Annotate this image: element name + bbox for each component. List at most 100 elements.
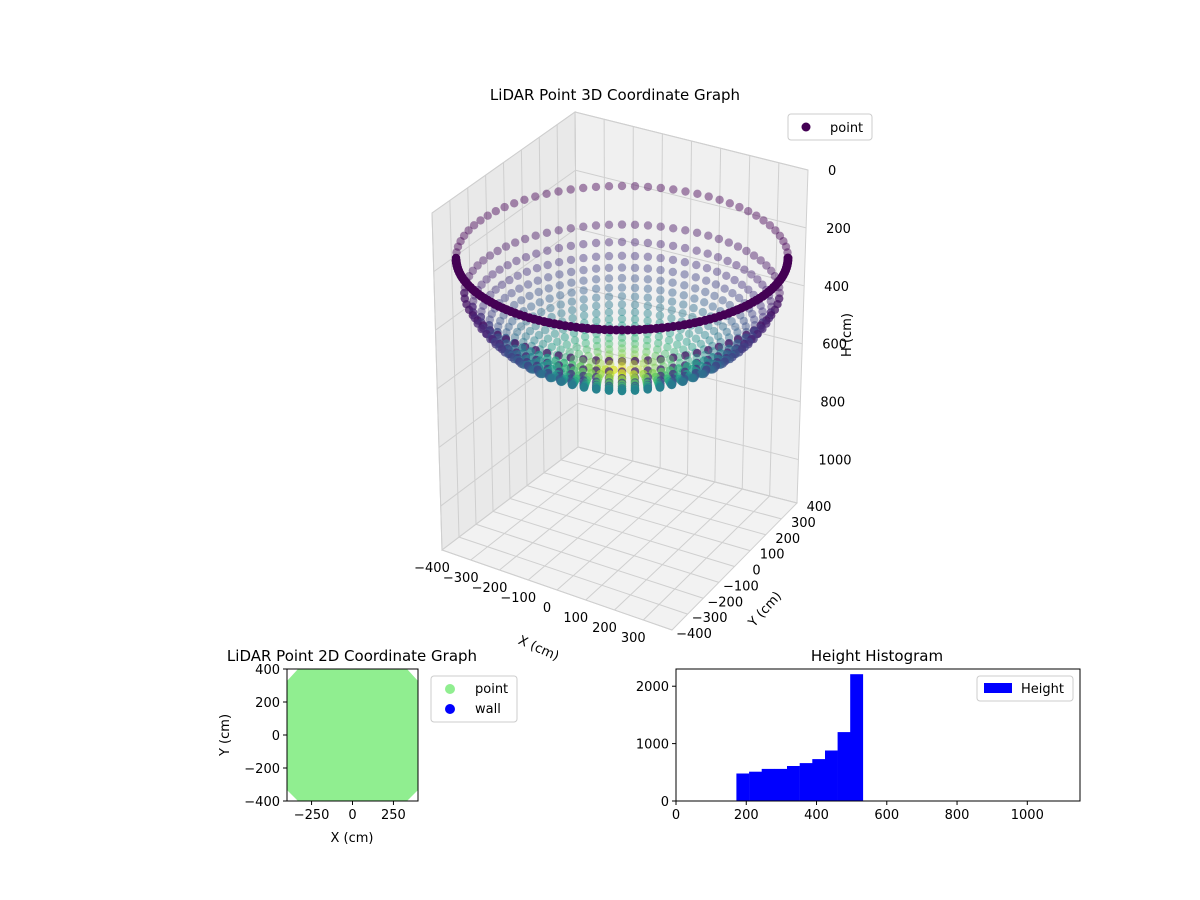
point-marker-3d [617, 358, 627, 367]
point-marker-3d [656, 265, 665, 275]
histogram-bar [799, 763, 813, 801]
point-marker-3d [714, 234, 724, 244]
point-marker-3d [591, 182, 601, 192]
rim-marker-3d [451, 256, 461, 265]
point-marker-3d [542, 189, 551, 198]
y-tick-label-3d: −300 [692, 611, 728, 626]
point-marker-3d [710, 291, 719, 301]
point-marker-3d [537, 369, 546, 379]
point-marker-3d [753, 275, 762, 284]
point-marker-3d [668, 267, 677, 277]
grid-line-y [560, 459, 782, 520]
point-marker-3d [741, 322, 750, 331]
point-marker-3d [512, 256, 521, 266]
x-tick-label-hist: 200 [734, 808, 759, 823]
point-marker-3d [692, 228, 702, 237]
point-marker-3d [579, 286, 588, 295]
point-marker-3d [521, 332, 530, 341]
point-marker-3d [532, 264, 542, 273]
histogram-bar [761, 768, 775, 801]
point-marker-3d [568, 306, 577, 315]
grid-line-z-left [431, 111, 576, 214]
point-marker-3d [482, 275, 491, 284]
point-marker-3d [656, 276, 665, 285]
point-marker-3d [579, 355, 588, 364]
point-marker-3d [468, 266, 477, 275]
point-marker-3d [604, 263, 614, 273]
point-marker-3d [579, 303, 589, 312]
point-marker-3d [679, 300, 688, 309]
x-tick-label-hist: 0 [672, 808, 680, 823]
point-marker-3d [700, 330, 710, 340]
point-marker-3d [656, 295, 665, 304]
point-marker-3d [700, 298, 709, 307]
point-marker-3d [730, 275, 739, 285]
point-marker-3d [690, 294, 699, 303]
x-tick-label-hist: 400 [804, 808, 829, 823]
point-marker-3d [581, 339, 590, 348]
z-tick-label-3d: 600 [822, 338, 847, 353]
point-marker-3d [507, 289, 516, 298]
point-marker-3d [696, 339, 706, 349]
point-marker-3d [775, 231, 785, 240]
point-marker-3d [639, 359, 648, 368]
point-marker-3d [691, 334, 701, 343]
point-marker-3d [715, 195, 724, 204]
point-marker-3d [709, 326, 719, 336]
point-marker-3d [681, 226, 690, 235]
point-marker-3d [643, 385, 652, 394]
legend-histogram-label: Height [1021, 682, 1064, 697]
y-tick-label-2d: 0 [272, 729, 280, 744]
histogram-bar [850, 674, 864, 801]
grid-line-x-back [632, 126, 634, 462]
point-marker-3d [534, 330, 544, 340]
point-marker-3d [759, 216, 768, 225]
x-tick-label-3d: −100 [500, 591, 536, 606]
point-marker-3d [656, 183, 665, 193]
point-marker-3d [566, 185, 575, 194]
point-marker-3d [698, 307, 707, 317]
grid-line-y [543, 472, 766, 536]
point-marker-3d [724, 238, 733, 247]
point-marker-3d [693, 189, 702, 198]
point-marker-3d [604, 386, 614, 395]
grid-line-z [574, 111, 809, 171]
point-marker-3d [630, 356, 640, 366]
histogram-bar [825, 750, 838, 801]
chart-3d: LiDAR Point 3D Coordinate Graph −400−300… [414, 86, 873, 664]
point-marker-3d [643, 356, 653, 365]
point-marker-3d [667, 306, 676, 315]
point-marker-3d [682, 337, 691, 346]
point-marker-3d [531, 192, 540, 201]
ticks-2d: −250 0 250 400 200 0 −200 −400 [244, 663, 406, 823]
point-marker-3d [477, 280, 486, 289]
point-marker-3d [604, 300, 614, 309]
legend-3d-box [787, 113, 873, 141]
grid-line-z-left [440, 402, 578, 507]
y-tick-label-3d: 200 [775, 532, 800, 547]
point-marker-3d [643, 182, 653, 192]
point-marker-3d [727, 317, 736, 326]
legend-3d: point [787, 113, 873, 141]
point-marker-3d [476, 216, 485, 225]
point-marker-3d [604, 238, 614, 247]
point-marker-3d [657, 356, 666, 366]
point-marker-3d [668, 288, 677, 297]
grid-3d [431, 111, 809, 631]
point-marker-3d [617, 251, 627, 260]
grid-line-x-back [741, 155, 751, 490]
point-marker-3d [667, 297, 677, 306]
point-marker-3d [692, 260, 701, 270]
point-marker-3d [554, 187, 563, 196]
point-marker-3d [579, 240, 588, 249]
point-marker-3d [630, 334, 640, 343]
z-tick-label-3d: 800 [820, 396, 845, 411]
chart-2d-title: LiDAR Point 2D Coordinate Graph [227, 647, 477, 665]
point-marker-3d [740, 265, 749, 274]
point-marker-3d [538, 339, 548, 349]
x-tick-label-2d: −250 [294, 808, 330, 823]
point-marker-3d [656, 253, 665, 263]
point-marker-3d [681, 187, 690, 196]
point-marker-3d [591, 284, 601, 293]
point-marker-3d [617, 181, 627, 191]
